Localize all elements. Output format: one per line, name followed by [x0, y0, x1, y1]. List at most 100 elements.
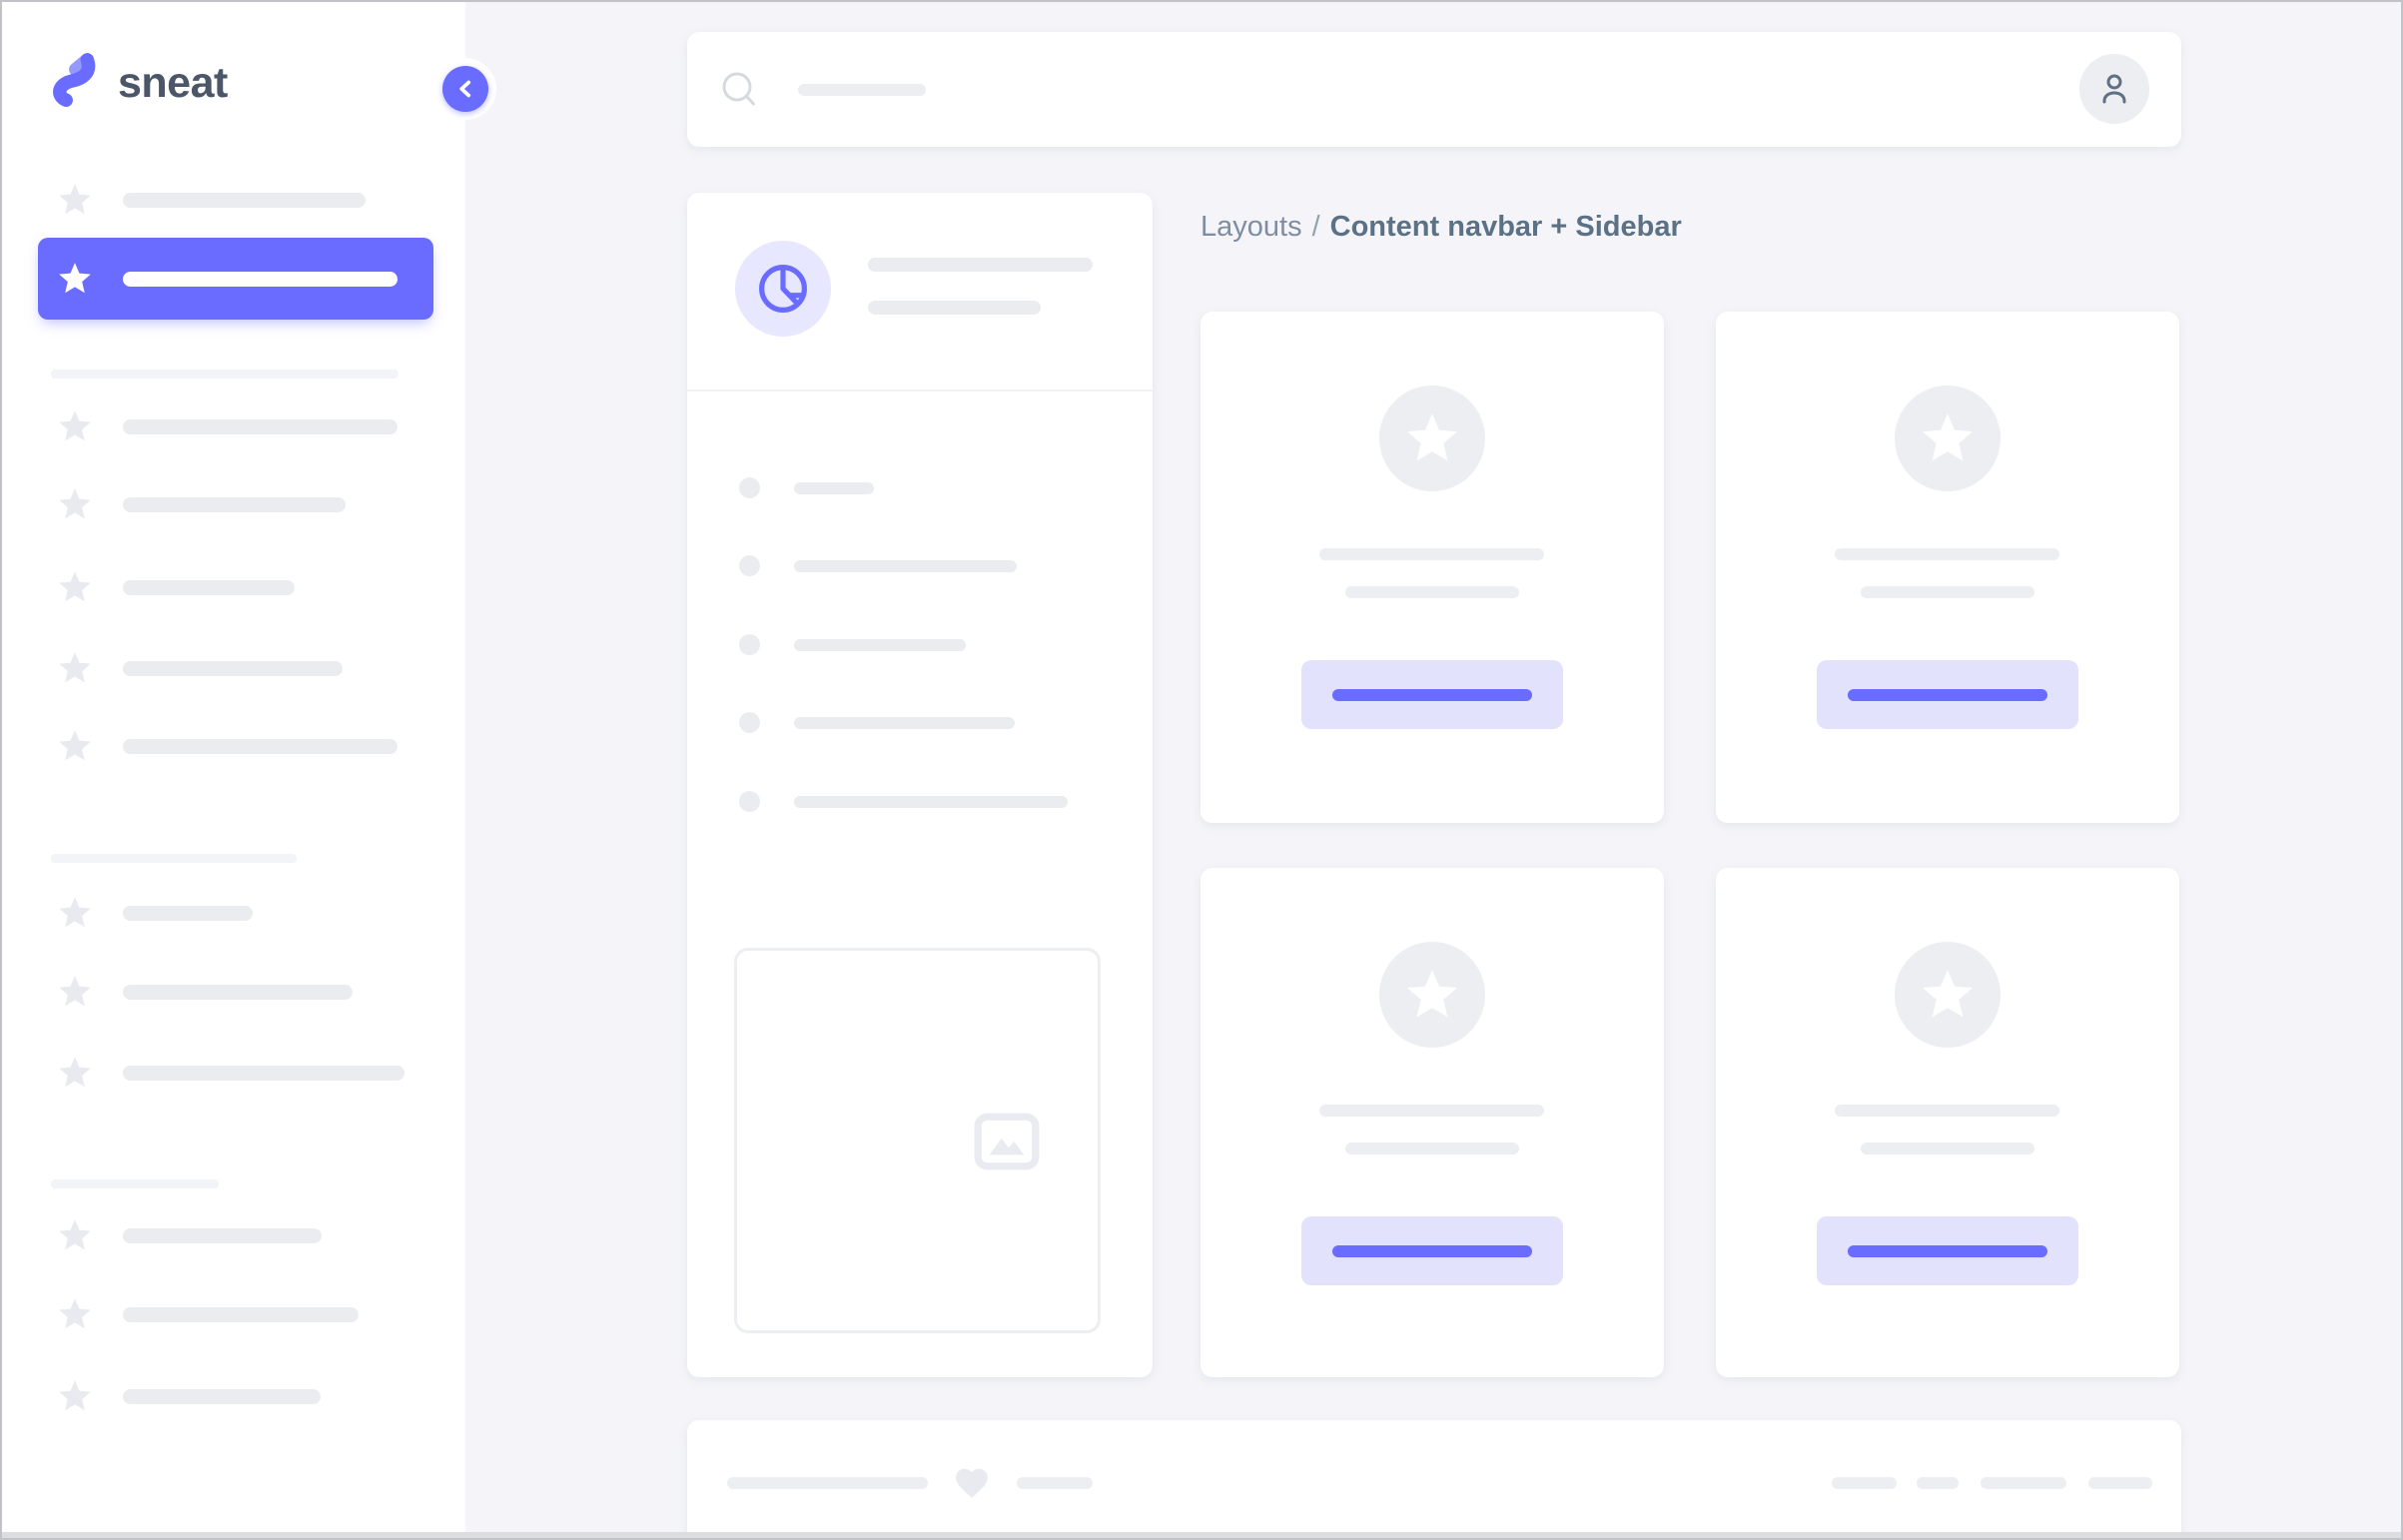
sidebar-item-active[interactable]	[38, 238, 433, 320]
demo-card	[1716, 312, 2179, 823]
star-icon	[1923, 970, 1973, 1018]
star-icon	[1923, 413, 1973, 461]
list-label-skeleton	[794, 560, 1017, 572]
card-action-button[interactable]	[1301, 660, 1563, 729]
menu-label-skeleton	[123, 661, 343, 676]
star-icon	[1407, 970, 1457, 1018]
menu-label-skeleton	[123, 272, 398, 287]
list-label-skeleton	[794, 796, 1068, 808]
menu-label-skeleton	[123, 906, 253, 921]
section-header-skeleton	[51, 854, 297, 863]
breadcrumb-link-layouts[interactable]: Layouts	[1201, 211, 1302, 243]
bullet-circle	[739, 477, 760, 498]
footer-chip-skeleton	[2088, 1477, 2152, 1489]
top-navbar	[687, 32, 2181, 147]
button-label-skeleton	[1332, 688, 1532, 701]
pie-chart-icon	[759, 265, 807, 313]
list-item	[687, 477, 1153, 499]
card-subtitle-skeleton	[1345, 586, 1519, 598]
sidebar-item[interactable]	[2, 407, 465, 445]
menu-label-skeleton	[123, 985, 353, 1000]
sidebar-item[interactable]	[2, 649, 465, 687]
sidebar-item[interactable]	[2, 1216, 465, 1254]
demo-card	[1201, 868, 1664, 1377]
section-header-skeleton	[51, 1179, 219, 1188]
star-icon	[59, 571, 91, 602]
magnifier-icon	[722, 72, 755, 106]
profile-card	[687, 193, 1153, 1377]
heart-icon	[956, 1468, 988, 1498]
sidebar-collapse-button[interactable]	[442, 66, 488, 112]
footer-chip-skeleton	[1832, 1477, 1897, 1489]
button-label-skeleton	[1332, 1244, 1532, 1257]
sidebar-item[interactable]	[2, 568, 465, 606]
card-action-button[interactable]	[1817, 1216, 2078, 1285]
sneat-logo-icon	[53, 53, 96, 108]
title-skeleton	[868, 258, 1093, 272]
sidebar-item[interactable]	[2, 1054, 465, 1092]
footer-card	[687, 1420, 2181, 1538]
star-icon	[59, 652, 91, 683]
bullet-circle	[739, 791, 760, 812]
brand-name: sneat	[118, 58, 228, 107]
button-label-skeleton	[1848, 1244, 2047, 1257]
menu-label-skeleton	[123, 497, 346, 512]
card-title-skeleton	[1835, 548, 2059, 560]
card-title-skeleton	[1319, 1105, 1544, 1117]
footer-text-skeleton	[1017, 1477, 1093, 1489]
breadcrumb-current-page: Content navbar + Sidebar	[1329, 211, 1682, 243]
star-icon	[59, 1219, 91, 1250]
brand[interactable]: sneat	[46, 48, 228, 118]
list-label-skeleton	[794, 717, 1015, 729]
menu-label-skeleton	[123, 580, 295, 595]
list-item	[687, 712, 1153, 734]
image-icon	[974, 1113, 1040, 1170]
star-icon	[59, 410, 91, 441]
person-icon	[2102, 74, 2126, 104]
footer-chip-skeleton	[1917, 1477, 1959, 1489]
sidebar-item[interactable]	[2, 181, 465, 219]
sidebar-item[interactable]	[2, 1295, 465, 1333]
sidebar-item[interactable]	[2, 894, 465, 932]
star-icon	[59, 976, 91, 1007]
star-icon	[59, 1380, 91, 1411]
search-input[interactable]	[711, 32, 1071, 147]
section-header-skeleton	[51, 370, 399, 379]
list-label-skeleton	[794, 639, 966, 651]
card-action-button[interactable]	[1301, 1216, 1563, 1285]
footer-text-skeleton	[727, 1477, 928, 1489]
card-subtitle-skeleton	[1861, 1143, 2034, 1155]
bullet-circle	[739, 555, 760, 576]
sidebar-item[interactable]	[2, 727, 465, 765]
demo-card	[1716, 868, 2179, 1377]
menu-label-skeleton	[123, 739, 398, 754]
star-icon	[1407, 413, 1457, 461]
badge-circle	[1379, 385, 1485, 491]
card-title-skeleton	[1319, 548, 1544, 560]
button-label-skeleton	[1848, 688, 2047, 701]
divider	[687, 389, 1153, 391]
user-avatar-button[interactable]	[2079, 54, 2149, 124]
card-action-button[interactable]	[1817, 660, 2078, 729]
sidebar-item[interactable]	[2, 1377, 465, 1415]
menu-label-skeleton	[123, 419, 398, 434]
profile-avatar	[735, 241, 831, 337]
star-icon	[59, 263, 91, 294]
image-placeholder	[734, 948, 1101, 1333]
footer-chip-skeleton	[1981, 1477, 2066, 1489]
list-item	[687, 634, 1153, 656]
card-subtitle-skeleton	[1861, 586, 2034, 598]
list-label-skeleton	[794, 482, 874, 494]
menu-label-skeleton	[123, 193, 366, 208]
breadcrumb-separator: /	[1311, 211, 1320, 243]
star-icon	[59, 897, 91, 928]
chevron-left-icon	[459, 80, 471, 98]
badge-circle	[1895, 385, 2001, 491]
subtitle-skeleton	[868, 301, 1041, 315]
star-icon	[59, 730, 91, 761]
sidebar-item[interactable]	[2, 485, 465, 523]
sidebar-item[interactable]	[2, 973, 465, 1011]
card-subtitle-skeleton	[1345, 1143, 1519, 1155]
menu-label-skeleton	[123, 1228, 322, 1243]
